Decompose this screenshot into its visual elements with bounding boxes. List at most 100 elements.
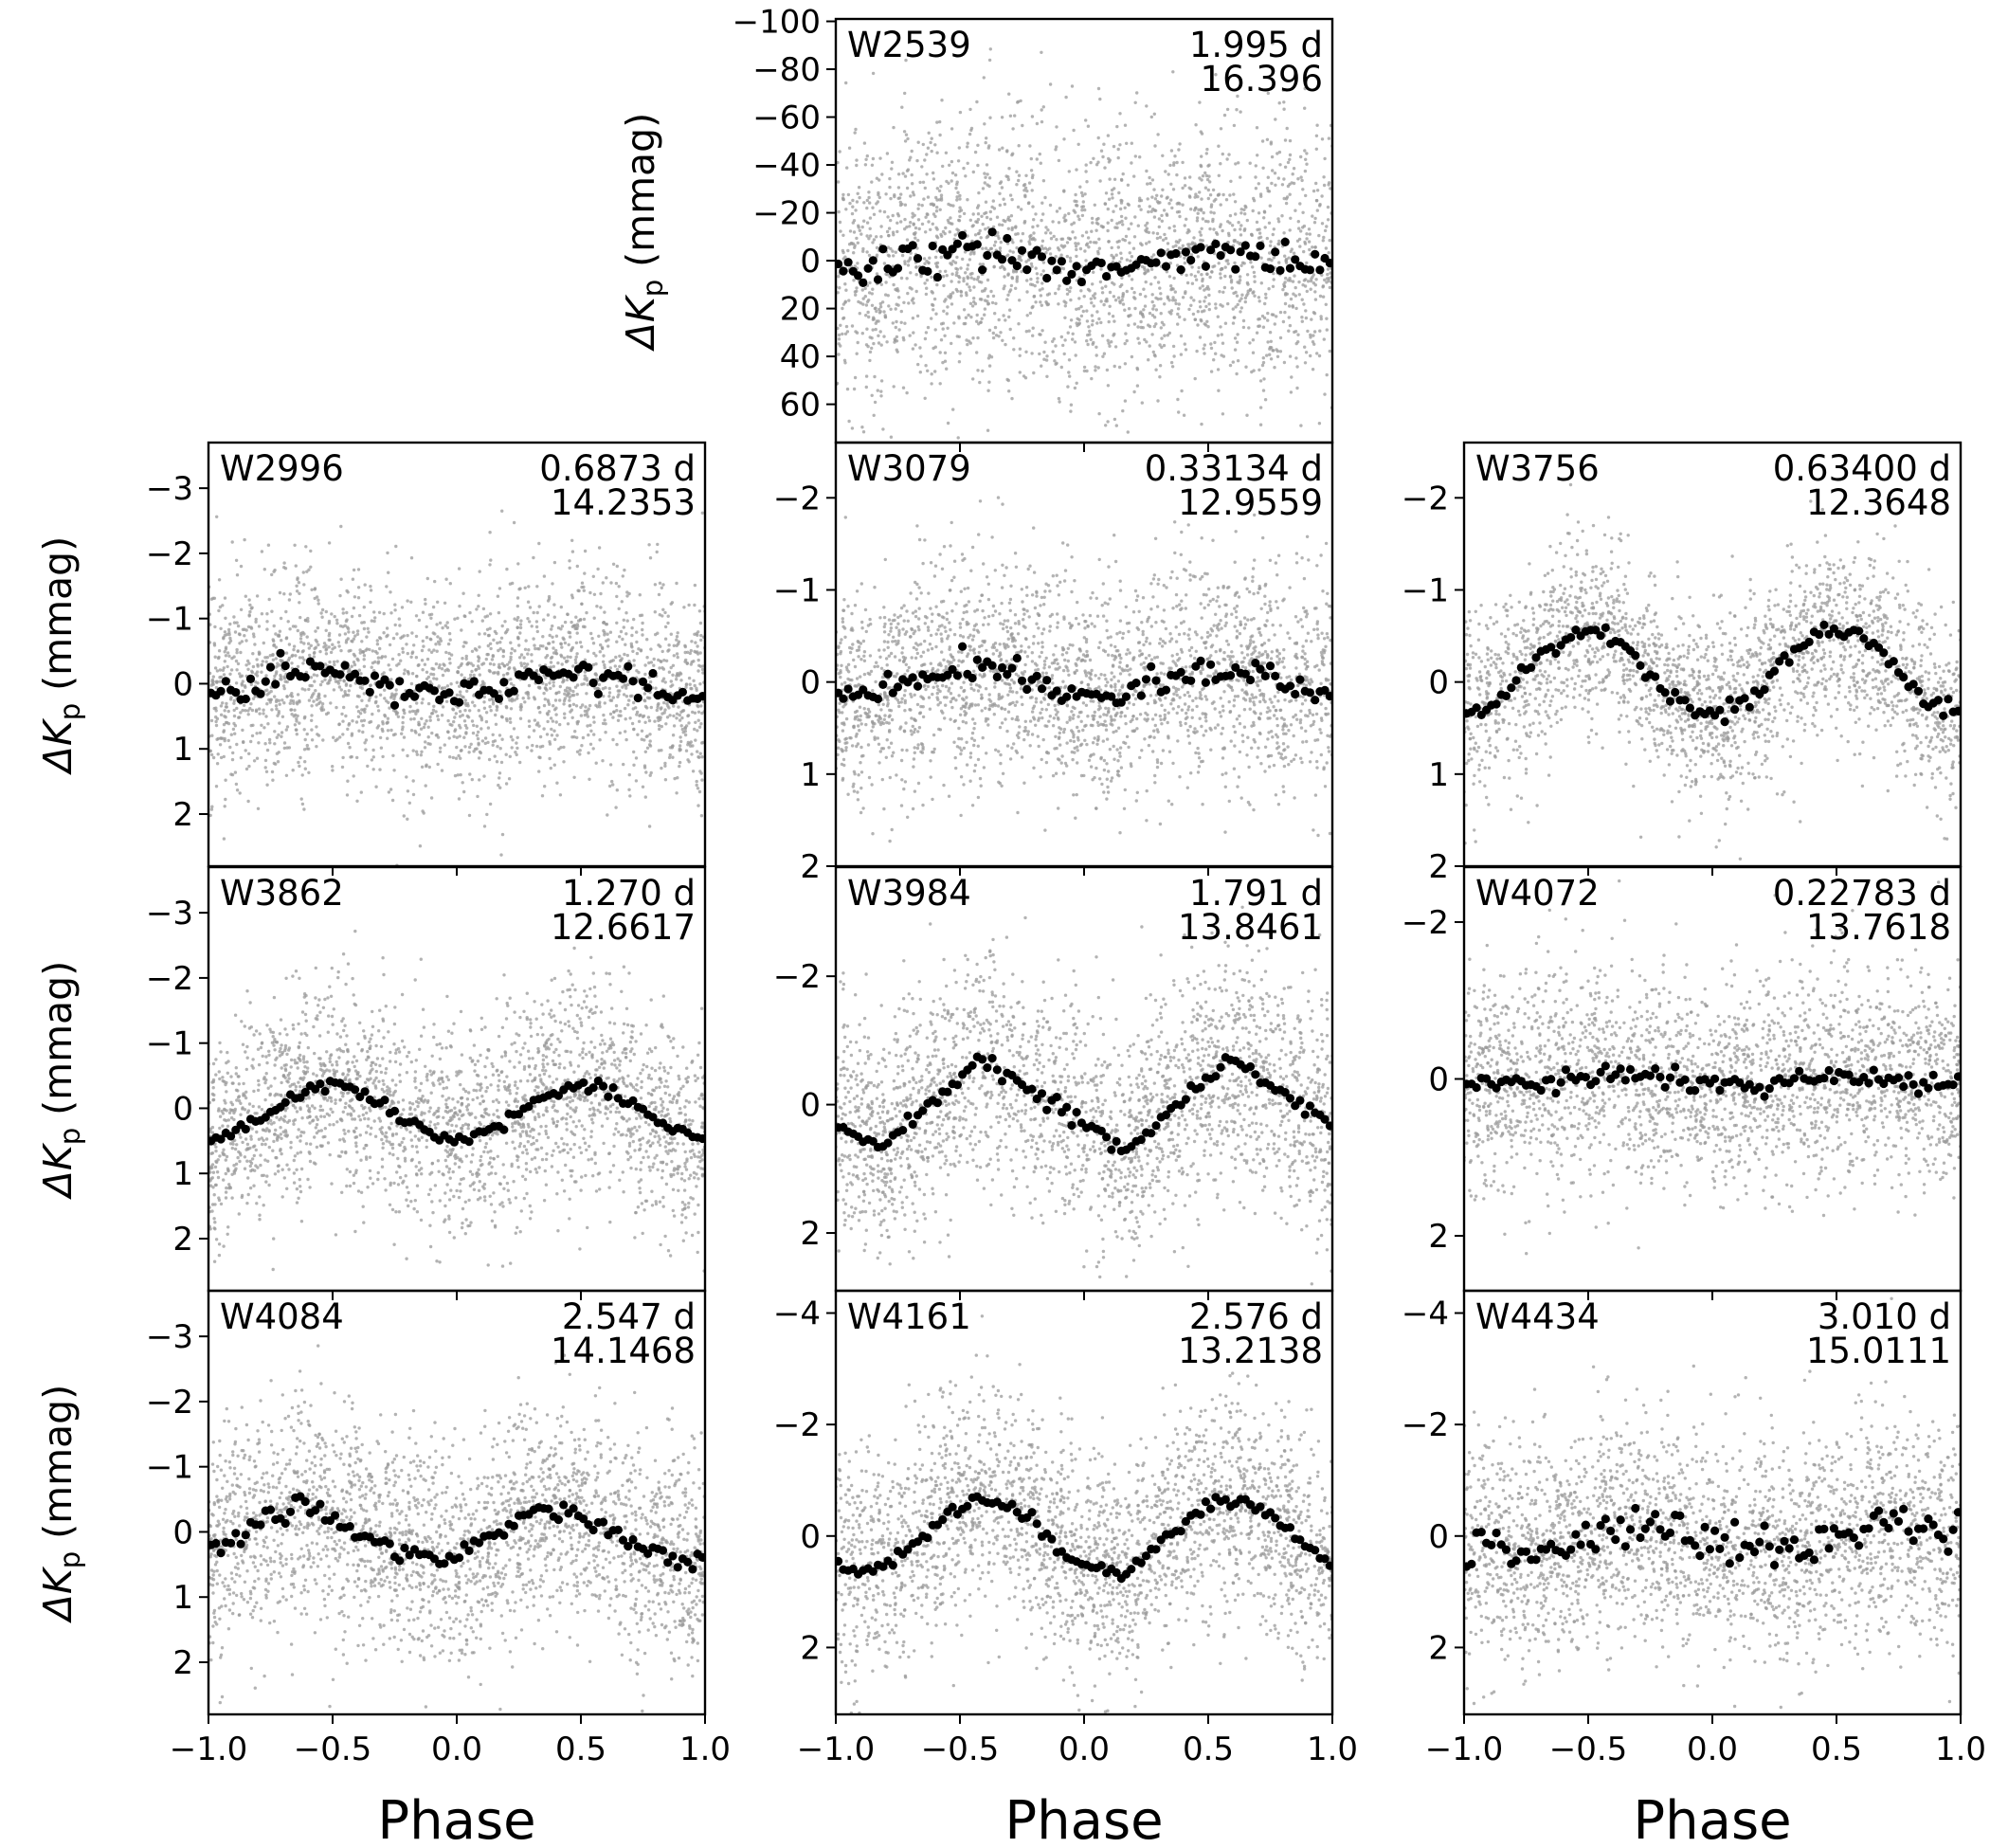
raw-point xyxy=(1007,315,1011,319)
raw-point xyxy=(951,408,955,411)
raw-point xyxy=(925,212,929,216)
raw-point xyxy=(234,659,239,663)
raw-point xyxy=(1102,142,1106,146)
raw-point xyxy=(386,551,389,555)
raw-point xyxy=(406,651,409,656)
raw-point xyxy=(455,680,459,684)
raw-point xyxy=(401,716,405,719)
raw-point xyxy=(341,755,345,760)
raw-point xyxy=(516,694,519,698)
raw-point xyxy=(378,646,382,651)
raw-point xyxy=(658,581,662,585)
raw-point xyxy=(687,676,692,680)
raw-point xyxy=(1063,316,1067,319)
raw-point xyxy=(1099,267,1103,271)
raw-point xyxy=(230,772,235,777)
raw-point xyxy=(494,713,498,717)
raw-point xyxy=(1276,176,1281,180)
raw-point xyxy=(901,386,906,390)
raw-point xyxy=(1288,157,1292,161)
raw-point xyxy=(935,249,939,253)
raw-point xyxy=(1169,182,1173,186)
raw-point xyxy=(464,731,468,734)
raw-point xyxy=(566,659,570,663)
raw-point xyxy=(659,644,662,648)
raw-point xyxy=(1148,205,1152,208)
binned-point xyxy=(1181,247,1190,257)
raw-point xyxy=(684,685,688,689)
raw-point xyxy=(1222,113,1227,118)
binned-point xyxy=(1042,273,1052,283)
binned-point xyxy=(370,671,380,680)
raw-point xyxy=(355,799,359,803)
raw-point xyxy=(895,319,898,324)
raw-point xyxy=(552,615,556,619)
raw-point xyxy=(1079,190,1084,195)
raw-point xyxy=(1027,329,1031,333)
raw-point xyxy=(537,770,541,773)
raw-point xyxy=(1017,322,1021,326)
raw-point xyxy=(1149,267,1154,271)
raw-point xyxy=(618,664,622,668)
raw-point xyxy=(490,658,495,661)
raw-point xyxy=(285,725,290,729)
raw-point xyxy=(224,797,227,802)
raw-point xyxy=(331,765,335,769)
raw-point xyxy=(914,343,917,347)
raw-point xyxy=(397,617,401,621)
raw-point xyxy=(305,743,309,748)
raw-point xyxy=(700,711,704,716)
raw-point xyxy=(242,740,245,745)
raw-point xyxy=(1129,477,1131,480)
raw-point xyxy=(500,624,504,628)
raw-point xyxy=(643,795,647,799)
raw-point xyxy=(224,720,228,725)
raw-point xyxy=(1090,314,1094,317)
raw-point xyxy=(312,651,317,655)
raw-point xyxy=(492,662,496,666)
raw-point xyxy=(853,290,858,294)
raw-point xyxy=(927,131,931,135)
raw-point xyxy=(875,309,878,314)
raw-point xyxy=(350,639,353,643)
raw-point xyxy=(1075,307,1078,311)
raw-point xyxy=(501,673,506,678)
raw-point xyxy=(1283,310,1287,315)
raw-point xyxy=(1277,261,1281,264)
raw-point xyxy=(1201,277,1204,281)
binned-point xyxy=(380,675,389,684)
raw-point xyxy=(243,537,246,542)
raw-point xyxy=(245,659,250,663)
binned-point xyxy=(261,677,270,686)
raw-point xyxy=(542,618,546,622)
raw-point xyxy=(953,173,958,177)
raw-point xyxy=(324,609,328,614)
raw-point xyxy=(504,752,508,756)
raw-point xyxy=(932,171,935,175)
raw-point xyxy=(608,666,612,670)
raw-point xyxy=(548,740,552,744)
raw-point xyxy=(226,627,231,632)
binned-point xyxy=(276,648,285,658)
raw-point xyxy=(341,733,345,736)
raw-point xyxy=(617,693,621,697)
raw-point xyxy=(1123,308,1127,312)
raw-point xyxy=(543,785,547,788)
raw-point xyxy=(1166,248,1170,252)
raw-point xyxy=(1092,270,1095,274)
raw-point xyxy=(383,715,388,718)
raw-point xyxy=(1245,413,1249,417)
raw-point xyxy=(227,641,231,645)
raw-point xyxy=(1158,364,1163,368)
raw-point xyxy=(986,183,989,187)
raw-point xyxy=(1106,420,1110,424)
raw-point xyxy=(1233,261,1237,265)
raw-point xyxy=(1005,298,1009,301)
raw-point xyxy=(977,190,981,195)
raw-point xyxy=(1209,342,1213,346)
raw-point xyxy=(518,631,522,635)
raw-point xyxy=(870,393,874,397)
raw-point xyxy=(546,719,550,724)
raw-point xyxy=(1193,208,1197,212)
raw-point xyxy=(229,668,234,672)
